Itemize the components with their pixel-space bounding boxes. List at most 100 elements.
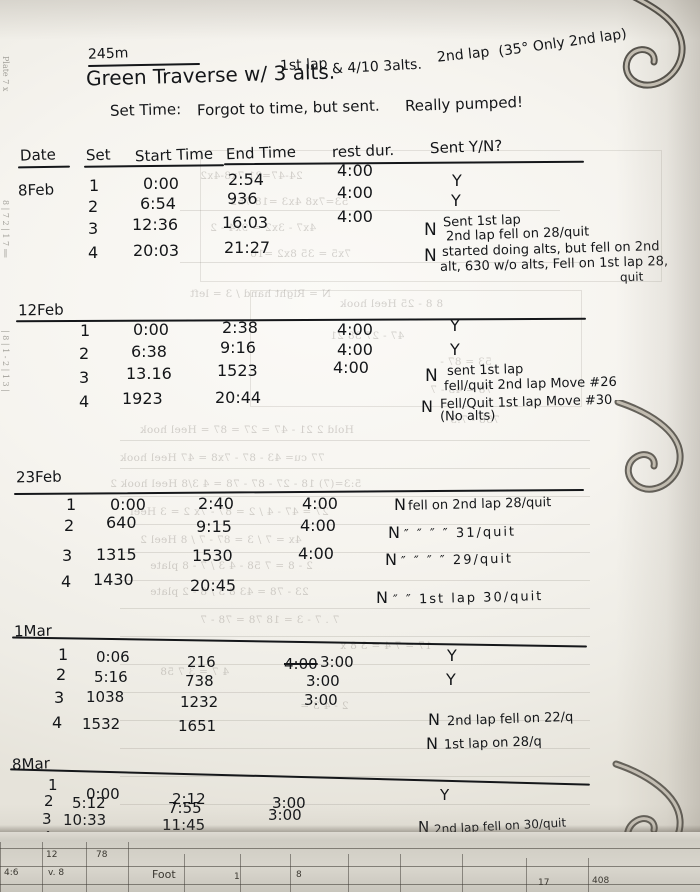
session-note: ″ ″ 1st lap 30/quit	[392, 589, 544, 608]
set-number: 1	[48, 776, 58, 794]
start-time-cell: 1532	[82, 715, 121, 733]
sent-flag: Y	[450, 340, 460, 359]
sent-flag: N	[421, 397, 433, 416]
rest-dur-corrected: 3:00	[320, 653, 354, 671]
end-time-cell: 7:55	[168, 799, 202, 817]
sent-flag: N	[428, 710, 440, 729]
grade-annotation: 245m	[87, 45, 129, 63]
start-time-cell: 6:54	[140, 194, 176, 213]
rest-dur-cell: 3:00	[268, 806, 302, 824]
underlying-cell: 1	[234, 872, 240, 882]
sent-flag: N	[385, 550, 397, 569]
set-number: 3	[62, 546, 73, 565]
rest-dur-cell: 4:00	[300, 516, 336, 535]
rest-dur-cell: 3:00	[306, 672, 340, 690]
underlying-cell: 17	[538, 878, 550, 888]
set-number: 1	[58, 645, 69, 664]
block-date-23feb: 23Feb	[15, 467, 62, 487]
start-time-cell: 1315	[96, 545, 137, 564]
set-number: 3	[79, 368, 90, 387]
sent-flag: Y	[452, 171, 462, 190]
session-note: 1st lap on 28/q	[443, 734, 542, 753]
block-date-12feb: 12Feb	[17, 300, 64, 320]
end-time-cell: 1651	[178, 717, 217, 735]
end-time-cell: 2:40	[198, 494, 234, 513]
set-number: 4	[88, 243, 99, 262]
set-number: 2	[44, 792, 54, 810]
start-time-cell: 10:33	[63, 811, 107, 829]
set-number: 2	[56, 665, 67, 684]
end-time-cell: 216	[187, 653, 216, 671]
set-number: 3	[42, 810, 52, 828]
session-note: ″ ″ ″ ″ 31/quit	[403, 524, 517, 543]
session-note: sent 1st lap	[446, 362, 524, 379]
rest-dur-cell: 3:00	[272, 794, 306, 812]
underlying-page-strip: 12 78 4:6 v. 8 Foot 1 8 17 408	[0, 832, 700, 892]
end-time-cell: 9:15	[196, 517, 232, 536]
sent-flag: N	[376, 588, 388, 607]
column-header-end-time: End Time	[225, 142, 297, 164]
rest-dur-cell: 3:00	[304, 691, 338, 709]
start-time-cell: 5:12	[72, 794, 106, 812]
sent-flag: N	[424, 220, 437, 240]
column-header-start-time: Start Time	[134, 144, 214, 166]
sent-flag: N	[418, 820, 429, 835]
underlying-cell: 12	[46, 850, 58, 860]
session-note: fell on 2nd lap 28/quit	[407, 495, 552, 514]
start-time-cell: 1430	[93, 570, 134, 589]
sent-flag: N	[388, 523, 400, 542]
set-time-comment: Really pumped!	[404, 92, 524, 116]
start-time-cell: 0:06	[96, 648, 130, 666]
end-time-cell: 2:12	[172, 790, 206, 808]
end-time-cell: 1530	[192, 546, 233, 565]
set-number: 1	[80, 321, 91, 340]
rest-dur-struck: 4:00	[284, 655, 318, 673]
end-time-cell: 2:54	[228, 170, 264, 189]
start-time-cell: 0:00	[86, 785, 120, 803]
underlying-cell: 4:6	[4, 868, 19, 878]
rest-dur-cell: 4:00	[337, 161, 373, 180]
edge-showthrough-upper: Plate 7 x	[1, 56, 10, 92]
set-number: 4	[61, 572, 72, 591]
rest-dur-cell: 4:00	[298, 544, 334, 563]
column-header-set: Set	[85, 145, 111, 165]
sent-flag: Y	[451, 191, 461, 210]
start-time-cell: 20:03	[133, 241, 180, 260]
column-header-rest-dur: rest dur.	[331, 140, 395, 162]
rest-dur-cell: 4:00	[337, 320, 373, 339]
sent-flag: Y	[447, 646, 457, 665]
underlying-cell: 78	[96, 850, 108, 860]
end-time-cell: 11:45	[162, 818, 205, 833]
set-number: 4	[52, 713, 63, 732]
set-number: 4	[79, 392, 90, 411]
underlying-page-shadow	[0, 825, 700, 832]
set-number: 2	[88, 197, 99, 216]
start-time-cell: 640	[106, 513, 137, 532]
set-time-label: Set Time:	[109, 100, 182, 120]
underlying-cell: 408	[592, 876, 610, 886]
edge-showthrough-lower: | 8 | 1 - 2 | 1 3 |	[1, 330, 10, 392]
end-time-cell: 2:38	[222, 318, 258, 337]
underlying-label: Foot	[152, 868, 176, 881]
set-number: 2	[79, 344, 90, 363]
end-time-cell: 738	[185, 672, 214, 690]
block-date-8feb: 8Feb	[17, 180, 55, 200]
set-number: 1	[89, 176, 100, 195]
end-time-cell: 20:44	[215, 388, 262, 407]
rest-dur-cell: 4:00	[337, 183, 373, 202]
sent-flag: Y	[446, 670, 456, 689]
sent-flag: N	[394, 495, 406, 514]
start-time-cell: 0:00	[110, 495, 146, 514]
end-time-cell: 21:27	[224, 238, 271, 257]
start-time-cell: 1923	[122, 389, 163, 408]
sent-flag: Y	[450, 316, 460, 335]
sent-flag: N	[425, 366, 438, 386]
end-time-cell: 9:16	[220, 338, 256, 357]
start-time-cell: 13.16	[126, 364, 172, 383]
start-time-cell: 5:16	[94, 668, 128, 686]
session-note: (No alts)	[439, 408, 496, 425]
end-time-cell: 1523	[217, 361, 258, 380]
start-time-cell: 0:00	[133, 320, 169, 339]
end-time-cell: 936	[227, 189, 258, 208]
start-time-cell: 12:36	[132, 215, 179, 234]
